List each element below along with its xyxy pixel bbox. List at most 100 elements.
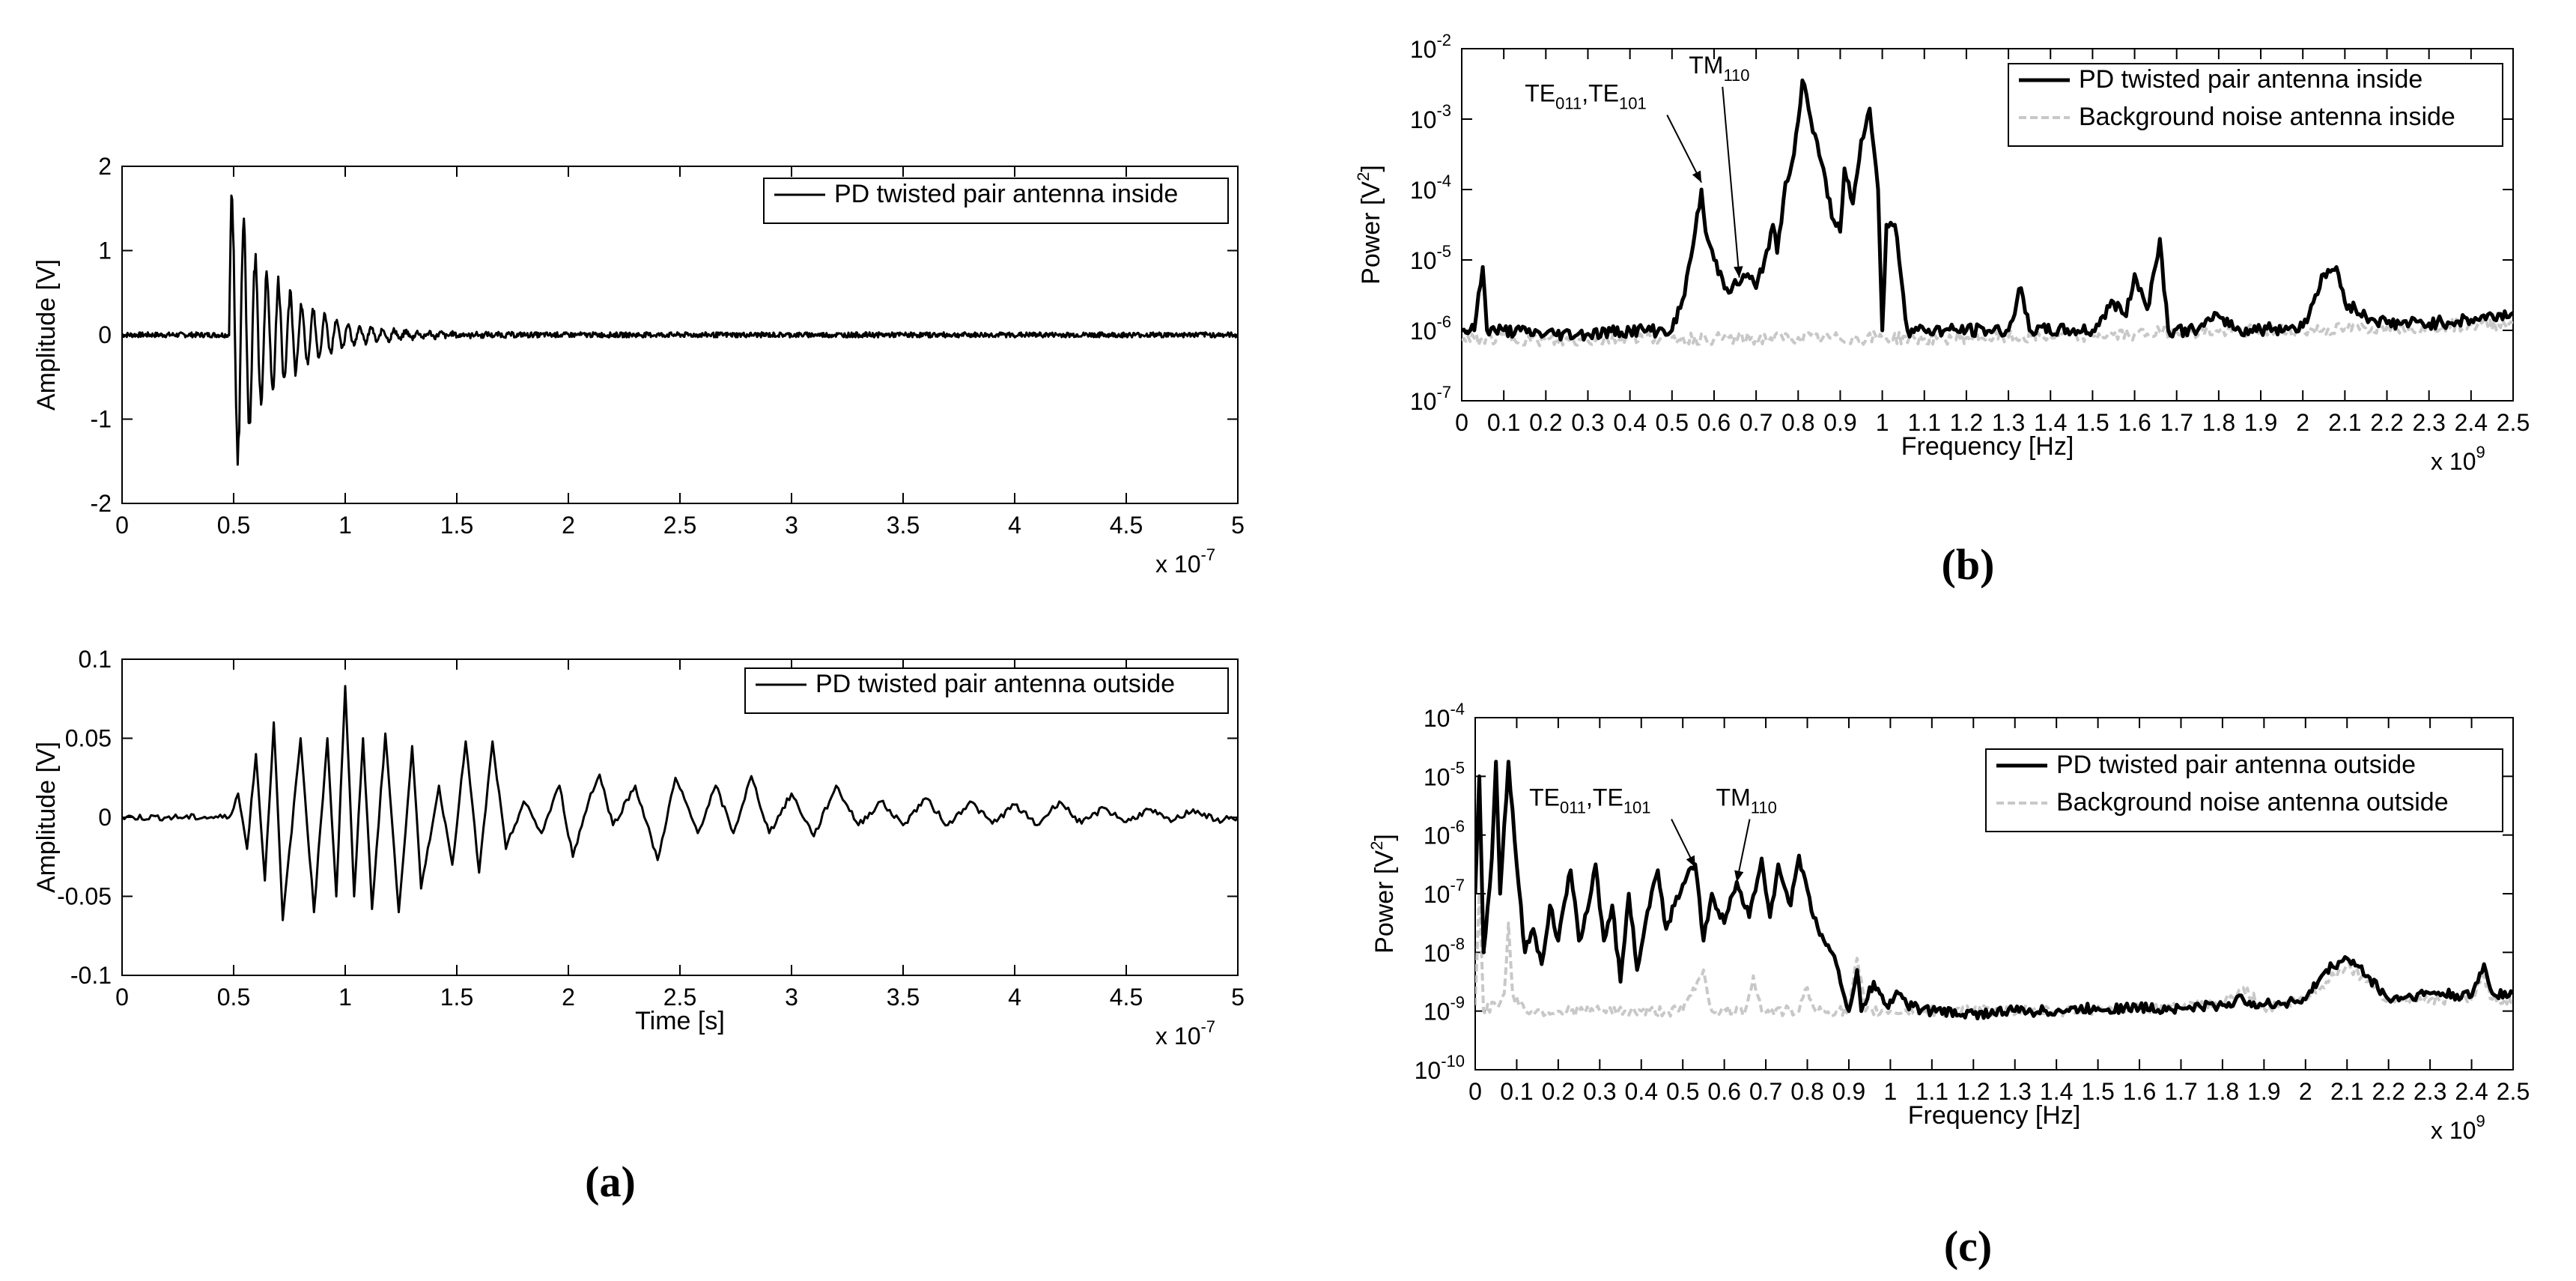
annotation-label: TE011,TE101 (1529, 784, 1650, 817)
x-tick-label: 0.1 (1487, 409, 1520, 436)
x-tick-label: 0.5 (1656, 409, 1689, 436)
x-tick-label: 4 (1008, 984, 1021, 1011)
y-tick-label: -0.1 (70, 962, 112, 989)
x-exponent-label: x 10-7 (1155, 1017, 1215, 1050)
y-tick-label: 10-4 (1424, 700, 1465, 732)
x-axis-label: Time [s] (635, 1007, 725, 1035)
legend-label: PD twisted pair antenna outside (815, 670, 1175, 698)
x-tick-label: 0 (115, 512, 129, 539)
x-tick-label: 4.5 (1110, 984, 1143, 1011)
x-tick-label: 0.5 (1666, 1078, 1699, 1105)
x-tick-label: 2.4 (2455, 409, 2488, 436)
x-tick-label: 1.3 (1992, 409, 2025, 436)
x-tick-label: 2.5 (2497, 409, 2530, 436)
x-axis-label: Frequency [Hz] (1908, 1101, 2081, 1130)
x-tick-label: 2.4 (2455, 1078, 2488, 1105)
plot-frame-b (1461, 48, 2514, 402)
x-tick-label: 0.1 (1500, 1078, 1533, 1105)
x-tick-label: 0.7 (1749, 1078, 1782, 1105)
chart-a-bottom: 0 0.5 1 1.5 2 2.5 3 3.5 4 4.5 5 -0.1 -0.05 0 0.05 0.1 x … (32, 646, 1245, 1050)
chart-a-top: 0 0.5 1 1.5 2 2.5 3 3.5 4 4.5 5 -2 -1 0 1 2 x 10-7 Amplit… (32, 153, 1245, 578)
y-axis-label: Amplitude [V] (32, 742, 61, 893)
panel-label-b: (b) (1942, 540, 1995, 589)
legend-label: PD twisted pair antenna outside (2056, 751, 2416, 779)
legend-box (1985, 748, 2503, 832)
legend-label: Background noise antenna outside (2056, 788, 2449, 817)
y-tick-label: -1 (91, 406, 112, 433)
y-tick-label: -0.05 (57, 883, 112, 910)
y-axis-label: Amplitude [V] (32, 259, 61, 411)
x-tick-label: 2.3 (2412, 409, 2445, 436)
x-tick-label: 1.2 (1957, 1078, 1990, 1105)
y-tick-label: 10-3 (1410, 101, 1451, 133)
x-tick-label: 1.8 (2206, 1078, 2239, 1105)
x-tick-label: 2.2 (2370, 409, 2403, 436)
x-tick-label: 1.5 (2081, 1078, 2114, 1105)
y-tick-label: 0.1 (79, 646, 112, 673)
x-tick-label: 0.3 (1571, 409, 1604, 436)
x-tick-label: 2 (2296, 409, 2309, 436)
x-tick-label: 2 (562, 512, 575, 539)
x-tick-label: 0.8 (1781, 409, 1814, 436)
x-tick-label: 0.3 (1583, 1078, 1616, 1105)
annotation-arrowhead (1686, 855, 1695, 867)
y-axis-label: Power [V2] (1367, 834, 1399, 954)
x-exponent-label: x 109 (2431, 1112, 2485, 1144)
y-tick-label: 10-2 (1410, 31, 1451, 63)
x-tick-label: 1.7 (2160, 409, 2193, 436)
x-tick-label: 1.4 (2034, 409, 2067, 436)
x-tick-label: 2.5 (663, 512, 696, 539)
x-tick-label: 0.2 (1529, 409, 1562, 436)
annotation-label: TM110 (1716, 784, 1777, 817)
x-tick-label: 5 (1231, 984, 1245, 1011)
y-tick-label: 10-5 (1424, 758, 1465, 790)
panel-label-c: (c) (1944, 1222, 1992, 1271)
legend-label: PD twisted pair antenna inside (834, 180, 1178, 208)
annotation-arrowhead (1734, 870, 1744, 882)
series-line (1462, 317, 2513, 348)
y-tick-label: 0 (98, 804, 112, 831)
x-tick-label: 0 (1455, 409, 1468, 436)
y-tick-label: 10-6 (1410, 312, 1451, 345)
x-tick-label: 1.8 (2202, 409, 2235, 436)
y-tick-label: 10-7 (1424, 876, 1465, 908)
annotation-arrow (1722, 86, 1740, 278)
x-tick-label: 3.5 (887, 512, 920, 539)
x-tick-label: 1.5 (440, 984, 473, 1011)
chart-b: 0 0.1 0.2 0.3 0.4 0.5 0.6 0.7 0.8 0.9 1 1.1 1.2 1.3 1.… (1354, 31, 2530, 475)
x-tick-label: 0 (115, 984, 129, 1011)
y-tick-label: 10-5 (1410, 242, 1451, 274)
x-tick-label: 0.6 (1698, 409, 1731, 436)
legend-box (744, 667, 1229, 714)
x-exponent-label: x 109 (2431, 443, 2485, 475)
x-tick-label: 2.3 (2414, 1078, 2446, 1105)
x-tick-label: 0 (1468, 1078, 1482, 1105)
legend-label: PD twisted pair antenna inside (2079, 65, 2422, 94)
y-tick-label: 10-9 (1424, 993, 1465, 1026)
annotation-arrowhead (1692, 170, 1702, 183)
x-tick-label: 0.9 (1823, 409, 1856, 436)
legend-label: Background noise antenna inside (2079, 103, 2455, 131)
y-tick-label: 10-4 (1410, 172, 1451, 204)
x-tick-label: 1.2 (1950, 409, 1983, 436)
chart-c: 0 0.1 0.2 0.3 0.4 0.5 0.6 0.7 0.8 0.9 1 1.1 1.2 1.3 1.… (1367, 700, 2530, 1144)
y-tick-label: 10-10 (1415, 1052, 1465, 1084)
y-tick-label: 2 (98, 153, 112, 180)
y-axis-label: Power [V2] (1354, 165, 1385, 285)
annotation-arrow (1666, 115, 1703, 184)
y-tick-label: -2 (91, 490, 112, 517)
x-tick-label: 2.2 (2372, 1078, 2405, 1105)
series-line (122, 194, 1238, 466)
y-tick-label: 0.05 (65, 725, 112, 752)
x-tick-label: 2 (562, 984, 575, 1011)
x-tick-label: 3 (785, 512, 798, 539)
x-tick-label: 1.5 (2076, 409, 2109, 436)
annotation-label: TE011,TE101 (1525, 80, 1646, 113)
x-tick-label: 1 (338, 984, 352, 1011)
x-tick-label: 2 (2299, 1078, 2312, 1105)
x-tick-label: 1.5 (440, 512, 473, 539)
x-tick-label: 2.5 (2497, 1078, 2530, 1105)
x-tick-label: 0.9 (1832, 1078, 1865, 1105)
legend-box (763, 178, 1229, 224)
